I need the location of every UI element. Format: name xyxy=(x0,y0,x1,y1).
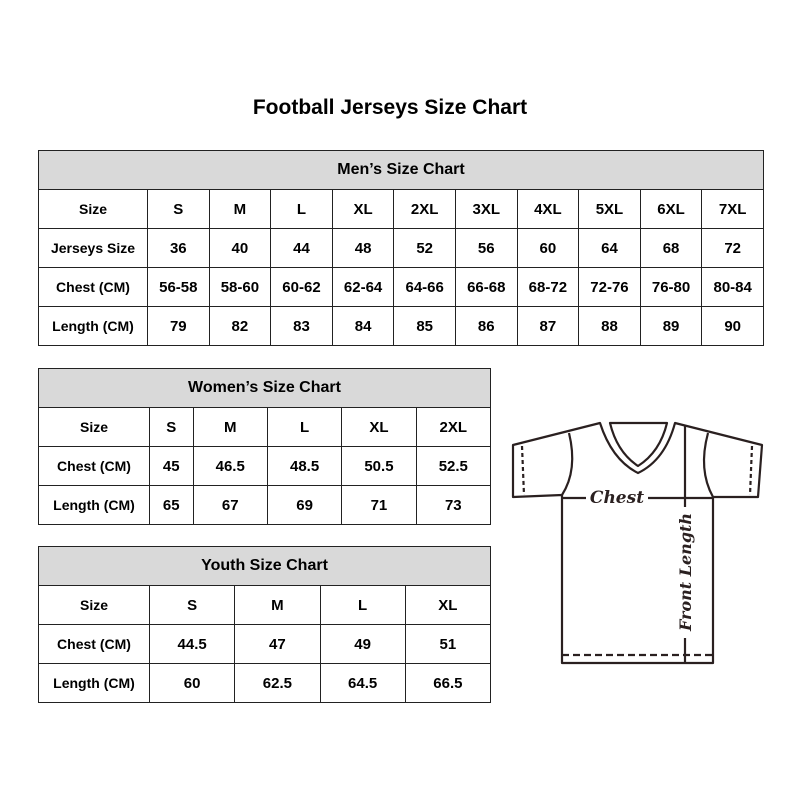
table-cell: 85 xyxy=(393,306,456,346)
table-cell: 66-68 xyxy=(454,267,518,307)
table-cell: 62.5 xyxy=(234,663,321,703)
table-row: Length (CM) 60 62.5 64.5 66.5 xyxy=(38,663,492,703)
front-length-label: Front Length xyxy=(676,513,695,632)
table-cell: 60 xyxy=(516,228,580,268)
table-cell: 60-62 xyxy=(270,267,333,307)
table-cell: 36 xyxy=(147,228,210,268)
page-title: Football Jerseys Size Chart xyxy=(252,96,528,119)
row-label: Size xyxy=(38,585,150,625)
table-cell: 62-64 xyxy=(331,267,395,307)
table-cell: 44 xyxy=(270,228,333,268)
table-row: Size S M L XL 2XL 3XL 4XL 5XL 6XL 7XL xyxy=(38,189,764,229)
table-cell: M xyxy=(234,585,321,625)
jersey-outline-icon xyxy=(511,421,764,665)
table-cell: 56-58 xyxy=(147,267,210,307)
table-row: Chest (CM) 45 46.5 48.5 50.5 52.5 xyxy=(38,446,492,486)
table-cell: 48 xyxy=(331,228,395,268)
row-label: Chest (CM) xyxy=(38,446,150,486)
table-cell: 51 xyxy=(404,624,492,664)
table-cell: 73 xyxy=(415,485,492,525)
table-cell: 40 xyxy=(208,228,272,268)
table-cell: 49 xyxy=(319,624,406,664)
table-cell: 2XL xyxy=(415,407,492,447)
table-cell: 66.5 xyxy=(404,663,492,703)
table-cell: 68 xyxy=(639,228,703,268)
table-cell: 82 xyxy=(208,306,272,346)
table-cell: 52.5 xyxy=(415,446,492,486)
row-label: Size xyxy=(38,407,150,447)
table-row: Size S M L XL xyxy=(38,585,492,625)
table-cell: 5XL xyxy=(578,189,641,229)
table-cell: 90 xyxy=(701,306,764,346)
table-cell: 6XL xyxy=(639,189,703,229)
table-row: Size S M L XL 2XL xyxy=(38,407,492,447)
womens-size-table: Women’s Size Chart Size S M L XL 2XL Chest (CM)… xyxy=(38,368,492,525)
table-cell: 48.5 xyxy=(266,446,343,486)
youth-size-table: Youth Size Chart Size S M L XL Chest (CM) 44.5 4… xyxy=(38,546,492,703)
table-cell: 87 xyxy=(516,306,580,346)
table-cell: 47 xyxy=(234,624,321,664)
table-row: Chest (CM) 44.5 47 49 51 xyxy=(38,624,492,664)
table-cell: 7XL xyxy=(701,189,764,229)
table-cell: 44.5 xyxy=(148,624,236,664)
table-row: Length (CM) 65 67 69 71 73 xyxy=(38,485,492,525)
table-cell: L xyxy=(319,585,406,625)
row-label: Length (CM) xyxy=(38,485,150,525)
table-cell: 88 xyxy=(578,306,641,346)
table-cell: 72-76 xyxy=(578,267,641,307)
table-cell: M xyxy=(192,407,268,447)
table-cell: L xyxy=(266,407,343,447)
chest-label: Chest xyxy=(590,488,644,508)
table-cell: 84 xyxy=(331,306,395,346)
table-cell: L xyxy=(270,189,333,229)
table-cell: 65 xyxy=(149,485,194,525)
table-cell: XL xyxy=(331,189,395,229)
table-cell: 67 xyxy=(192,485,268,525)
row-label: Chest (CM) xyxy=(38,624,150,664)
table-cell: 71 xyxy=(341,485,417,525)
row-label: Length (CM) xyxy=(38,306,148,346)
row-label: Size xyxy=(38,189,148,229)
table-cell: 69 xyxy=(266,485,343,525)
table-row: Jerseys Size 36 40 44 48 52 56 60 64 68 72 xyxy=(38,228,764,268)
row-label: Jerseys Size xyxy=(38,228,148,268)
mens-size-table: Men’s Size Chart Size S M L XL 2XL 3XL 4XL 5XL 6XL… xyxy=(38,150,764,346)
table-cell: S xyxy=(148,585,236,625)
table-cell: 76-80 xyxy=(639,267,703,307)
table-row: Length (CM) 79 82 83 84 85 86 87 88 89 90 xyxy=(38,306,764,346)
table-cell: 64.5 xyxy=(319,663,406,703)
table-cell: 45 xyxy=(149,446,194,486)
table-cell: 50.5 xyxy=(341,446,417,486)
table-cell: 60 xyxy=(148,663,236,703)
men-table-heading: Men’s Size Chart xyxy=(38,150,764,190)
table-cell: 68-72 xyxy=(516,267,580,307)
table-cell: XL xyxy=(341,407,417,447)
women-table-heading: Women’s Size Chart xyxy=(38,368,491,408)
table-cell: 79 xyxy=(147,306,210,346)
table-cell: 86 xyxy=(454,306,518,346)
youth-table-heading: Youth Size Chart xyxy=(38,546,491,586)
table-cell: 80-84 xyxy=(701,267,764,307)
